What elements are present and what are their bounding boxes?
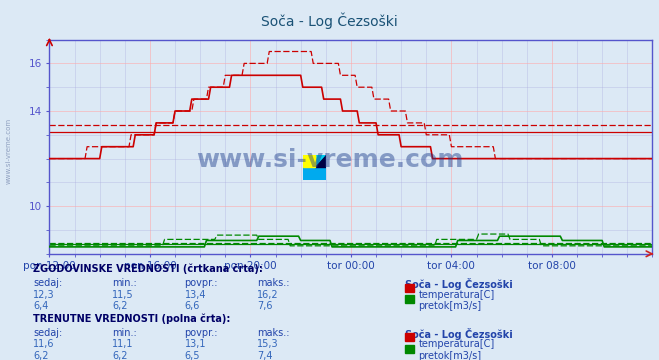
Text: 6,5: 6,5 xyxy=(185,351,200,360)
Text: pretok[m3/s]: pretok[m3/s] xyxy=(418,351,482,360)
Text: ZGODOVINSKE VREDNOSTI (črtkana črta):: ZGODOVINSKE VREDNOSTI (črtkana črta): xyxy=(33,264,263,274)
Polygon shape xyxy=(303,167,326,180)
Text: 7,4: 7,4 xyxy=(257,351,273,360)
Text: min.:: min.: xyxy=(112,278,137,288)
Text: povpr.:: povpr.: xyxy=(185,328,218,338)
Text: 12,3: 12,3 xyxy=(33,290,55,300)
Text: 11,6: 11,6 xyxy=(33,339,55,350)
Text: maks.:: maks.: xyxy=(257,328,289,338)
Text: sedaj:: sedaj: xyxy=(33,328,62,338)
Text: TRENUTNE VREDNOSTI (polna črta):: TRENUTNE VREDNOSTI (polna črta): xyxy=(33,314,231,324)
Text: 16,2: 16,2 xyxy=(257,290,279,300)
Text: min.:: min.: xyxy=(112,328,137,338)
Text: Soča - Log Čezsoški: Soča - Log Čezsoški xyxy=(405,278,513,290)
Text: temperatura[C]: temperatura[C] xyxy=(418,339,495,350)
Text: 11,1: 11,1 xyxy=(112,339,134,350)
Polygon shape xyxy=(303,155,326,180)
Text: maks.:: maks.: xyxy=(257,278,289,288)
Bar xyxy=(303,155,315,167)
Polygon shape xyxy=(315,155,326,167)
Text: www.si-vreme.com: www.si-vreme.com xyxy=(5,118,11,184)
Text: 6,2: 6,2 xyxy=(33,351,49,360)
Text: sedaj:: sedaj: xyxy=(33,278,62,288)
Text: 11,5: 11,5 xyxy=(112,290,134,300)
Text: 13,1: 13,1 xyxy=(185,339,206,350)
Text: Soča - Log Čezsoški: Soča - Log Čezsoški xyxy=(405,328,513,339)
Bar xyxy=(303,155,315,167)
Text: temperatura[C]: temperatura[C] xyxy=(418,290,495,300)
Text: 13,4: 13,4 xyxy=(185,290,206,300)
Text: 6,4: 6,4 xyxy=(33,301,48,311)
Text: www.si-vreme.com: www.si-vreme.com xyxy=(196,148,463,172)
Text: 6,2: 6,2 xyxy=(112,301,128,311)
Text: 6,2: 6,2 xyxy=(112,351,128,360)
Text: pretok[m3/s]: pretok[m3/s] xyxy=(418,301,482,311)
Text: povpr.:: povpr.: xyxy=(185,278,218,288)
Text: 15,3: 15,3 xyxy=(257,339,279,350)
Text: 6,6: 6,6 xyxy=(185,301,200,311)
Text: 7,6: 7,6 xyxy=(257,301,273,311)
Text: Soča - Log Čezsoški: Soča - Log Čezsoški xyxy=(261,13,398,29)
